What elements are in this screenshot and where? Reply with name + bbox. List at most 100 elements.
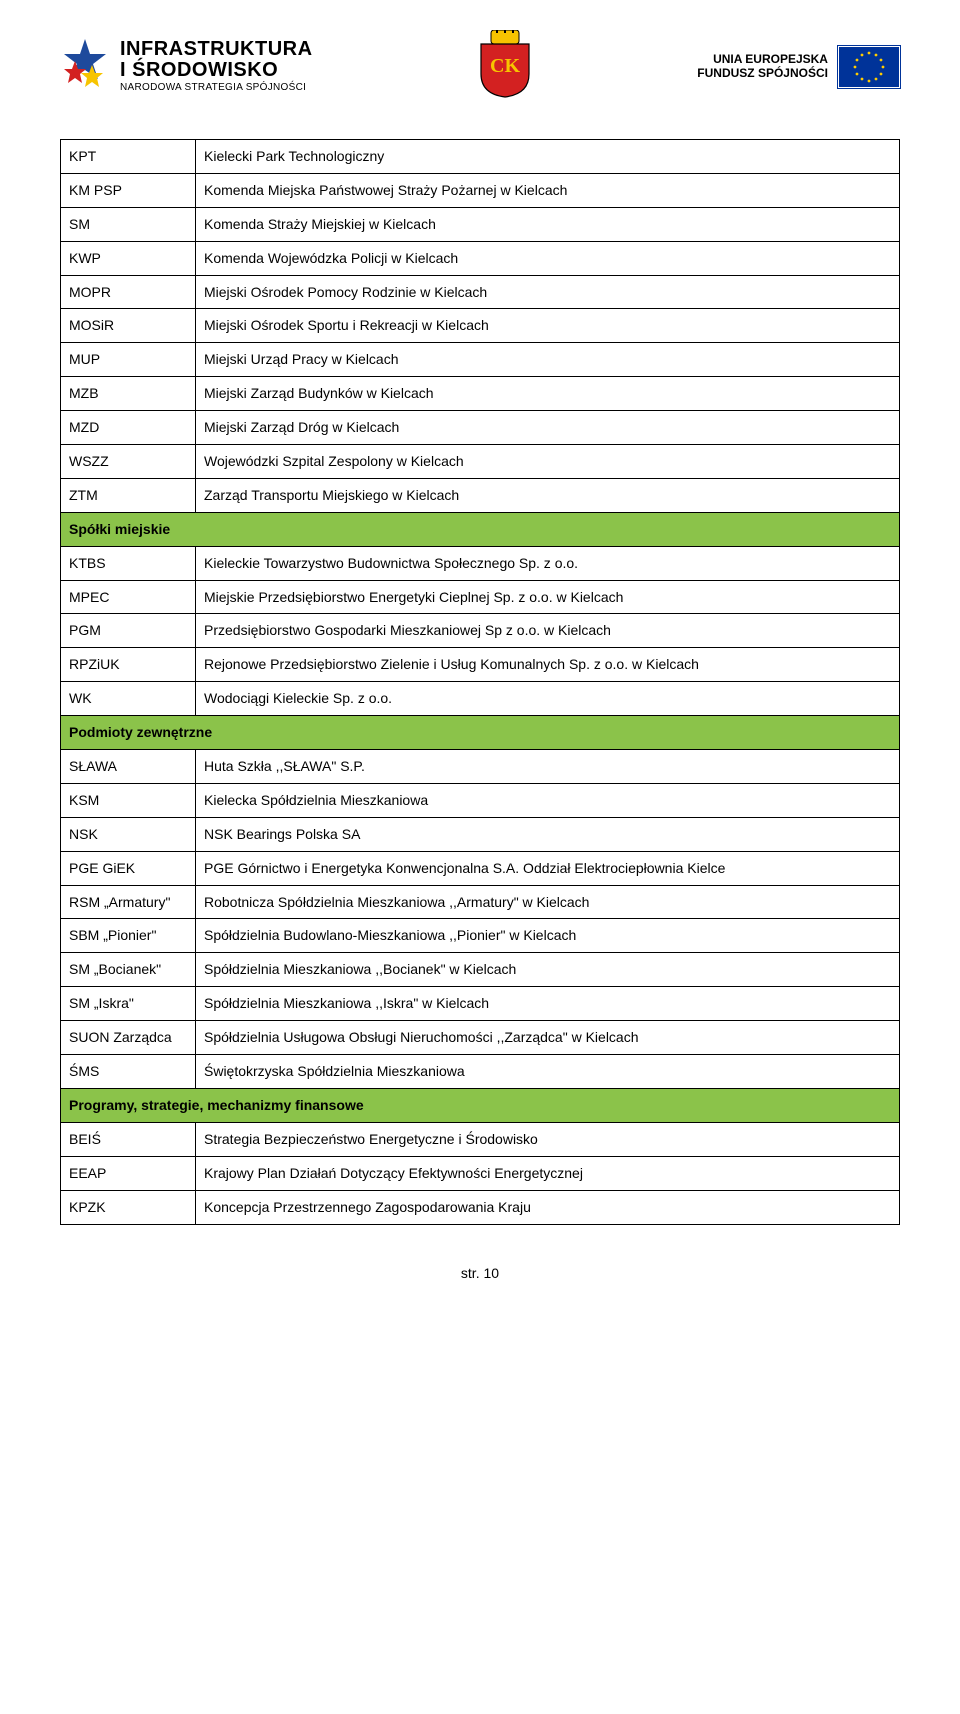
abbr-cell: SM „Iskra" — [61, 987, 196, 1021]
section-label: Podmioty zewnętrzne — [61, 716, 900, 750]
desc-cell: Komenda Miejska Państwowej Straży Pożarn… — [196, 173, 900, 207]
table-row: ŚMSŚwiętokrzyska Spółdzielnia Mieszkanio… — [61, 1055, 900, 1089]
table-row: RPZiUKRejonowe Przedsiębiorstwo Zielenie… — [61, 648, 900, 682]
table-row: SM „Iskra"Spółdzielnia Mieszkaniowa ,,Is… — [61, 987, 900, 1021]
desc-cell: Miejski Zarząd Dróg w Kielcach — [196, 411, 900, 445]
section-label: Programy, strategie, mechanizmy finansow… — [61, 1088, 900, 1122]
section-label: Spółki miejskie — [61, 512, 900, 546]
definitions-table: KPTKielecki Park TechnologicznyKM PSPKom… — [60, 139, 900, 1225]
desc-cell: Huta Szkła ,,SŁAWA" S.P. — [196, 750, 900, 784]
infra-subtitle: NARODOWA STRATEGIA SPÓJNOŚCI — [120, 83, 313, 94]
desc-cell: Komenda Straży Miejskiej w Kielcach — [196, 207, 900, 241]
desc-cell: Spółdzielnia Budowlano-Mieszkaniowa ,,Pi… — [196, 919, 900, 953]
table-row: SM „Bocianek"Spółdzielnia Mieszkaniowa ,… — [61, 953, 900, 987]
svg-text:CK: CK — [490, 55, 520, 77]
table-row: KPZKKoncepcja Przestrzennego Zagospodaro… — [61, 1190, 900, 1224]
abbr-cell: SUON Zarządca — [61, 1021, 196, 1055]
desc-cell: Strategia Bezpieczeństwo Energetyczne i … — [196, 1122, 900, 1156]
table-row: MOPRMiejski Ośrodek Pomocy Rodzinie w Ki… — [61, 275, 900, 309]
table-row: NSKNSK Bearings Polska SA — [61, 817, 900, 851]
desc-cell: Koncepcja Przestrzennego Zagospodarowani… — [196, 1190, 900, 1224]
abbr-cell: ŚMS — [61, 1055, 196, 1089]
desc-cell: Zarząd Transportu Miejskiego w Kielcach — [196, 478, 900, 512]
logo-kielce-shield: CK — [477, 30, 533, 103]
abbr-cell: EEAP — [61, 1156, 196, 1190]
desc-cell: Rejonowe Przedsiębiorstwo Zielenie i Usł… — [196, 648, 900, 682]
eu-line2: FUNDUSZ SPÓJNOŚCI — [697, 67, 828, 81]
table-row: PGMPrzedsiębiorstwo Gospodarki Mieszkani… — [61, 614, 900, 648]
logo-infrastruktura: INFRASTRUKTURAI ŚRODOWISKO NARODOWA STRA… — [60, 39, 313, 95]
logo-eu: UNIA EUROPEJSKA FUNDUSZ SPÓJNOŚCI — [697, 46, 900, 88]
abbr-cell: WK — [61, 682, 196, 716]
eu-flag-icon — [838, 46, 900, 88]
abbr-cell: KPT — [61, 140, 196, 174]
abbr-cell: KSM — [61, 783, 196, 817]
desc-cell: Wodociągi Kieleckie Sp. z o.o. — [196, 682, 900, 716]
desc-cell: Kielecka Spółdzielnia Mieszkaniowa — [196, 783, 900, 817]
abbr-cell: RPZiUK — [61, 648, 196, 682]
desc-cell: Krajowy Plan Działań Dotyczący Efektywno… — [196, 1156, 900, 1190]
desc-cell: Wojewódzki Szpital Zespolony w Kielcach — [196, 445, 900, 479]
abbr-cell: KWP — [61, 241, 196, 275]
abbr-cell: PGE GiEK — [61, 851, 196, 885]
abbr-cell: MZD — [61, 411, 196, 445]
infra-text: INFRASTRUKTURAI ŚRODOWISKO NARODOWA STRA… — [120, 39, 313, 94]
infra-title: INFRASTRUKTURAI ŚRODOWISKO — [120, 39, 313, 81]
table-row: MUPMiejski Urząd Pracy w Kielcach — [61, 343, 900, 377]
table-row: KM PSPKomenda Miejska Państwowej Straży … — [61, 173, 900, 207]
abbr-cell: SBM „Pionier" — [61, 919, 196, 953]
desc-cell: Świętokrzyska Spółdzielnia Mieszkaniowa — [196, 1055, 900, 1089]
table-row: MOSiRMiejski Ośrodek Sportu i Rekreacji … — [61, 309, 900, 343]
table-row: SMKomenda Straży Miejskiej w Kielcach — [61, 207, 900, 241]
table-row: SUON ZarządcaSpółdzielnia Usługowa Obsłu… — [61, 1021, 900, 1055]
infra-stars-icon — [60, 39, 110, 95]
desc-cell: Kieleckie Towarzystwo Budownictwa Społec… — [196, 546, 900, 580]
table-row: WSZZWojewódzki Szpital Zespolony w Kielc… — [61, 445, 900, 479]
abbr-cell: BEIŚ — [61, 1122, 196, 1156]
section-header: Programy, strategie, mechanizmy finansow… — [61, 1088, 900, 1122]
table-row: KTBSKieleckie Towarzystwo Budownictwa Sp… — [61, 546, 900, 580]
section-header: Podmioty zewnętrzne — [61, 716, 900, 750]
desc-cell: Spółdzielnia Mieszkaniowa ,,Iskra" w Kie… — [196, 987, 900, 1021]
abbr-cell: MOPR — [61, 275, 196, 309]
abbr-cell: PGM — [61, 614, 196, 648]
abbr-cell: NSK — [61, 817, 196, 851]
desc-cell: Robotnicza Spółdzielnia Mieszkaniowa ,,A… — [196, 885, 900, 919]
table-row: EEAPKrajowy Plan Działań Dotyczący Efekt… — [61, 1156, 900, 1190]
page: INFRASTRUKTURAI ŚRODOWISKO NARODOWA STRA… — [0, 0, 960, 1301]
abbr-cell: MUP — [61, 343, 196, 377]
abbr-cell: KPZK — [61, 1190, 196, 1224]
table-row: ZTMZarząd Transportu Miejskiego w Kielca… — [61, 478, 900, 512]
desc-cell: Miejski Urząd Pracy w Kielcach — [196, 343, 900, 377]
table-row: WKWodociągi Kieleckie Sp. z o.o. — [61, 682, 900, 716]
eu-text: UNIA EUROPEJSKA FUNDUSZ SPÓJNOŚCI — [697, 53, 828, 81]
abbr-cell: KTBS — [61, 546, 196, 580]
abbr-cell: SŁAWA — [61, 750, 196, 784]
table-row: RSM „Armatury"Robotnicza Spółdzielnia Mi… — [61, 885, 900, 919]
abbr-cell: WSZZ — [61, 445, 196, 479]
shield-icon: CK — [477, 30, 533, 98]
desc-cell: NSK Bearings Polska SA — [196, 817, 900, 851]
abbr-cell: SM — [61, 207, 196, 241]
table-row: KPTKielecki Park Technologiczny — [61, 140, 900, 174]
table-row: MZBMiejski Zarząd Budynków w Kielcach — [61, 377, 900, 411]
abbr-cell: ZTM — [61, 478, 196, 512]
abbr-cell: MZB — [61, 377, 196, 411]
table-row: KSMKielecka Spółdzielnia Mieszkaniowa — [61, 783, 900, 817]
desc-cell: Przedsiębiorstwo Gospodarki Mieszkaniowe… — [196, 614, 900, 648]
desc-cell: Miejskie Przedsiębiorstwo Energetyki Cie… — [196, 580, 900, 614]
table-row: MPECMiejskie Przedsiębiorstwo Energetyki… — [61, 580, 900, 614]
desc-cell: Miejski Zarząd Budynków w Kielcach — [196, 377, 900, 411]
table-row: MZDMiejski Zarząd Dróg w Kielcach — [61, 411, 900, 445]
abbr-cell: MOSiR — [61, 309, 196, 343]
section-header: Spółki miejskie — [61, 512, 900, 546]
table-row: SŁAWAHuta Szkła ,,SŁAWA" S.P. — [61, 750, 900, 784]
desc-cell: Miejski Ośrodek Pomocy Rodzinie w Kielca… — [196, 275, 900, 309]
abbr-cell: KM PSP — [61, 173, 196, 207]
desc-cell: Spółdzielnia Usługowa Obsługi Nieruchomo… — [196, 1021, 900, 1055]
desc-cell: PGE Górnictwo i Energetyka Konwencjonaln… — [196, 851, 900, 885]
abbr-cell: RSM „Armatury" — [61, 885, 196, 919]
desc-cell: Miejski Ośrodek Sportu i Rekreacji w Kie… — [196, 309, 900, 343]
table-row: KWPKomenda Wojewódzka Policji w Kielcach — [61, 241, 900, 275]
table-row: BEIŚStrategia Bezpieczeństwo Energetyczn… — [61, 1122, 900, 1156]
